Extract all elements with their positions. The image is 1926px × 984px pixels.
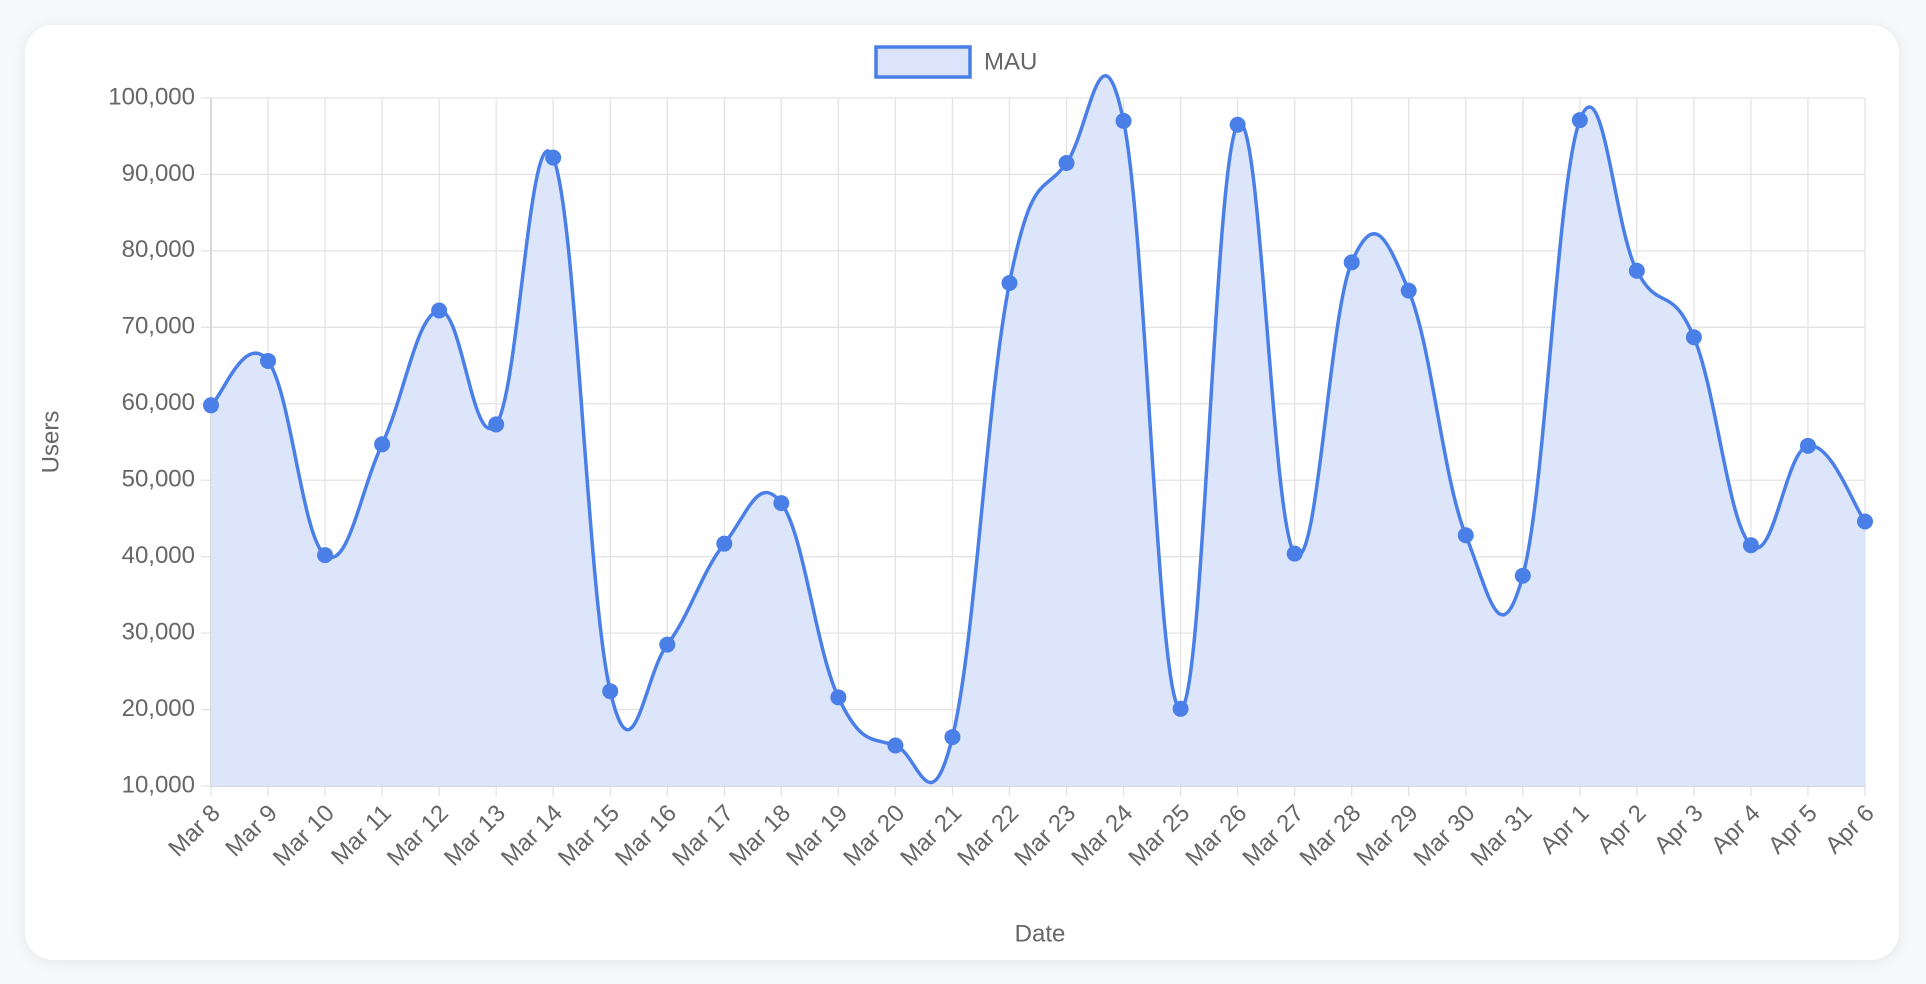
point <box>716 535 733 552</box>
point <box>374 436 391 453</box>
x-tick-label: Mar 29 <box>1352 800 1424 872</box>
point <box>1229 116 1246 133</box>
point <box>1172 700 1189 717</box>
point <box>317 547 334 564</box>
x-tick-label: Apr 5 <box>1763 800 1823 860</box>
point <box>545 149 562 166</box>
x-tick-label: Mar 20 <box>838 800 910 872</box>
x-tick-label: Mar 8 <box>163 800 225 862</box>
point <box>1571 112 1588 129</box>
point <box>203 397 219 414</box>
point <box>830 689 847 706</box>
x-tick-label: Mar 27 <box>1237 800 1309 872</box>
x-tick-label: Mar 11 <box>326 800 397 871</box>
point <box>602 683 619 700</box>
x-axis-title: Date <box>1015 920 1066 947</box>
x-tick-label: Mar 10 <box>268 800 340 872</box>
point <box>1742 537 1759 554</box>
point <box>1001 274 1018 291</box>
point <box>1628 262 1645 279</box>
x-tick-label: Mar 23 <box>1009 800 1081 872</box>
point <box>1115 112 1132 129</box>
y-tick-label: 90,000 <box>122 160 195 187</box>
y-tick-label: 70,000 <box>122 313 195 340</box>
point <box>1343 254 1360 271</box>
point <box>1286 545 1303 562</box>
x-tick-label: Mar 12 <box>382 800 454 872</box>
x-tick-label: Mar 22 <box>952 800 1024 872</box>
point <box>1514 567 1531 584</box>
y-tick-label: 20,000 <box>122 695 195 722</box>
x-tick-label: Mar 31 <box>1466 800 1538 872</box>
x-tick-label: Mar 19 <box>781 800 853 872</box>
x-tick-label: Mar 30 <box>1409 800 1481 872</box>
point <box>260 352 277 369</box>
point <box>1400 282 1417 299</box>
x-tick-label: Mar 16 <box>610 800 682 872</box>
point <box>1799 437 1816 454</box>
x-tick-label: Mar 21 <box>895 800 967 872</box>
y-tick-label: 50,000 <box>122 466 195 493</box>
point <box>1685 329 1702 346</box>
y-tick-label: 10,000 <box>122 771 195 798</box>
x-tick-label: Mar 25 <box>1123 800 1195 872</box>
line <box>209 74 1867 785</box>
y-axis-title: Users <box>37 411 64 474</box>
point <box>1457 527 1474 544</box>
point <box>773 495 790 512</box>
x-tick-label: Apr 1 <box>1535 800 1595 860</box>
x-tick-label: Mar 26 <box>1180 800 1252 872</box>
point <box>944 729 961 746</box>
x-tick-label: Mar 15 <box>553 800 625 872</box>
x-tick-label: Mar 28 <box>1295 800 1367 872</box>
x-tick-label: Apr 4 <box>1706 800 1766 860</box>
legend-label: MAU <box>984 48 1037 75</box>
x-tick-label: Mar 14 <box>496 800 568 872</box>
point <box>488 416 505 433</box>
y-tick-label: 80,000 <box>122 236 195 263</box>
x-tick-label: Mar 13 <box>439 800 511 872</box>
legend-swatch <box>874 45 972 79</box>
x-tick-label: Mar 24 <box>1066 800 1138 872</box>
y-tick-label: 100,000 <box>108 83 195 110</box>
x-tick-label: Apr 2 <box>1592 800 1652 860</box>
point <box>1857 513 1873 530</box>
point <box>1058 154 1075 171</box>
x-tick-label: Apr 6 <box>1820 800 1880 860</box>
x-tick-label: Mar 17 <box>667 800 739 872</box>
area-fill <box>211 75 1865 786</box>
x-tick-label: Mar 18 <box>724 800 796 872</box>
y-tick-label: 60,000 <box>122 389 195 416</box>
y-tick-label: 40,000 <box>122 542 195 569</box>
y-tick-label: 30,000 <box>122 618 195 645</box>
point <box>431 302 448 319</box>
point <box>659 636 676 653</box>
point <box>887 737 904 754</box>
x-tick-label: Apr 3 <box>1649 800 1709 860</box>
